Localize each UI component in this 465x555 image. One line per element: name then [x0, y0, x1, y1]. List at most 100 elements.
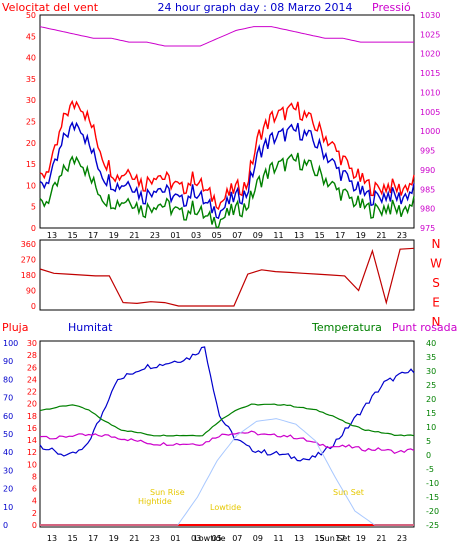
- wind-y-tick: 15: [26, 160, 36, 169]
- temp-x-overlay-tick: Lowtide: [194, 534, 225, 543]
- humidity-line: [39, 346, 415, 462]
- temperature-label: Temperatura: [311, 321, 382, 334]
- direction-plot-area: [39, 239, 415, 311]
- wind-y-tick: 0: [31, 224, 36, 233]
- humidity-y-tick: 20: [3, 485, 13, 494]
- temp-x-tick: 13: [294, 534, 304, 543]
- pressure-line: [39, 26, 414, 47]
- temp-x-tick: 17: [88, 534, 98, 543]
- wind-y-tick: 20: [26, 139, 36, 148]
- rain-y-tick: 18: [27, 412, 37, 421]
- pressure-y-tick: 985: [420, 185, 435, 194]
- pressure-y-tick: 1005: [420, 108, 440, 117]
- temp-x-tick: 11: [273, 534, 283, 543]
- humidity-y-tick: 70: [3, 394, 13, 403]
- temp-y-tick: 30: [426, 367, 436, 376]
- temp-y-tick: -25: [426, 521, 439, 530]
- temp-y-tick: -15: [426, 493, 439, 502]
- wind-y-tick: 45: [26, 32, 36, 41]
- direction-y-tick: 180: [21, 271, 36, 280]
- humidity-y-tick: 30: [3, 466, 13, 475]
- temp-x-tick: 01: [170, 534, 180, 543]
- pressure-y-tick: 1030: [420, 11, 440, 20]
- temp-x-tick: 19: [356, 534, 366, 543]
- humidity-label: Humitat: [68, 321, 113, 334]
- wind-x-tick: 15: [67, 231, 77, 240]
- rain-y-tick: 0: [32, 521, 37, 530]
- wind-x-tick: 09: [253, 231, 263, 240]
- wind_avg-line: [39, 121, 415, 220]
- direction-y-tick: 90: [26, 287, 36, 296]
- humidity-y-tick: 80: [3, 375, 13, 384]
- temp-x-tick: 19: [109, 534, 119, 543]
- pressure-label: Pressió: [372, 1, 411, 14]
- temp-x-overlay-tick: Sun Set: [320, 534, 351, 543]
- rain-y-tick: 12: [27, 448, 37, 457]
- direction-line: [39, 247, 415, 307]
- direction-y-tick: 270: [21, 256, 36, 265]
- wind-x-tick: 03: [191, 231, 201, 240]
- wind-x-tick: 19: [356, 231, 366, 240]
- temp-y-tick: -10: [426, 479, 439, 488]
- wind-y-tick: 5: [31, 203, 36, 212]
- rain-y-tick: 2: [32, 509, 37, 518]
- wind-x-tick: 11: [273, 231, 283, 240]
- rain-y-tick: 20: [27, 400, 37, 409]
- temp-x-tick: 21: [129, 534, 139, 543]
- rain-y-tick: 6: [32, 485, 37, 494]
- astro-annotation: Hightide: [138, 497, 172, 506]
- wind-y-tick: 50: [26, 11, 36, 20]
- pressure-y-tick: 1020: [420, 50, 440, 59]
- wind-x-tick: 13: [47, 231, 57, 240]
- temp-plot-area: [39, 340, 415, 528]
- dewpoint-line: [39, 430, 415, 455]
- humidity-y-tick: 0: [3, 521, 8, 530]
- dewpoint-label: Punt rosada: [392, 321, 457, 334]
- wind-x-tick: 01: [170, 231, 180, 240]
- wind-y-tick: 35: [26, 75, 36, 84]
- temp-y-tick: -20: [426, 507, 439, 516]
- wind-x-tick: 19: [109, 231, 119, 240]
- temp-y-tick: 10: [426, 423, 436, 432]
- wind-y-tick: 25: [26, 118, 36, 127]
- wind-x-tick: 15: [315, 231, 325, 240]
- humidity-y-tick: 10: [3, 503, 13, 512]
- wind-x-tick: 21: [376, 231, 386, 240]
- wind-x-tick: 23: [397, 231, 407, 240]
- astro-annotation: Sun Set: [333, 488, 364, 497]
- wind-x-tick: 17: [88, 231, 98, 240]
- temp-x-tick: 13: [47, 534, 57, 543]
- temp-y-tick: 20: [426, 395, 436, 404]
- temp-y-tick: 5: [426, 437, 431, 446]
- rain-y-tick: 16: [27, 424, 37, 433]
- compass-tick: W: [430, 257, 442, 271]
- rain-y-tick: 14: [27, 436, 37, 445]
- solar-line: [40, 418, 414, 526]
- rain-label: Pluja: [2, 321, 28, 334]
- pressure-y-tick: 995: [420, 147, 435, 156]
- wind-x-tick: 21: [129, 231, 139, 240]
- pressure-y-tick: 1010: [420, 88, 440, 97]
- compass-tick: N: [432, 315, 441, 329]
- temp-x-tick: 15: [315, 534, 325, 543]
- rain-y-tick: 30: [27, 339, 37, 348]
- humidity-y-tick: 60: [3, 412, 13, 421]
- temp-x-tick: 05: [212, 534, 222, 543]
- pressure-y-tick: 1025: [420, 30, 440, 39]
- wind-x-tick: 07: [232, 231, 242, 240]
- temperature-line: [39, 403, 415, 437]
- rain-y-tick: 24: [27, 375, 37, 384]
- rain-y-tick: 8: [32, 472, 37, 481]
- temp-x-tick: 17: [335, 534, 345, 543]
- direction-y-tick: 0: [31, 302, 36, 311]
- rain-y-tick: 26: [27, 363, 37, 372]
- temp-x-tick: 07: [232, 534, 242, 543]
- pressure-y-tick: 1015: [420, 69, 440, 78]
- compass-tick: S: [432, 276, 440, 290]
- wind-y-tick: 30: [26, 96, 36, 105]
- pressure-y-tick: 975: [420, 224, 435, 233]
- temp-y-tick: 40: [426, 339, 436, 348]
- temp-y-tick: 0: [426, 451, 431, 460]
- wind-x-tick: 13: [294, 231, 304, 240]
